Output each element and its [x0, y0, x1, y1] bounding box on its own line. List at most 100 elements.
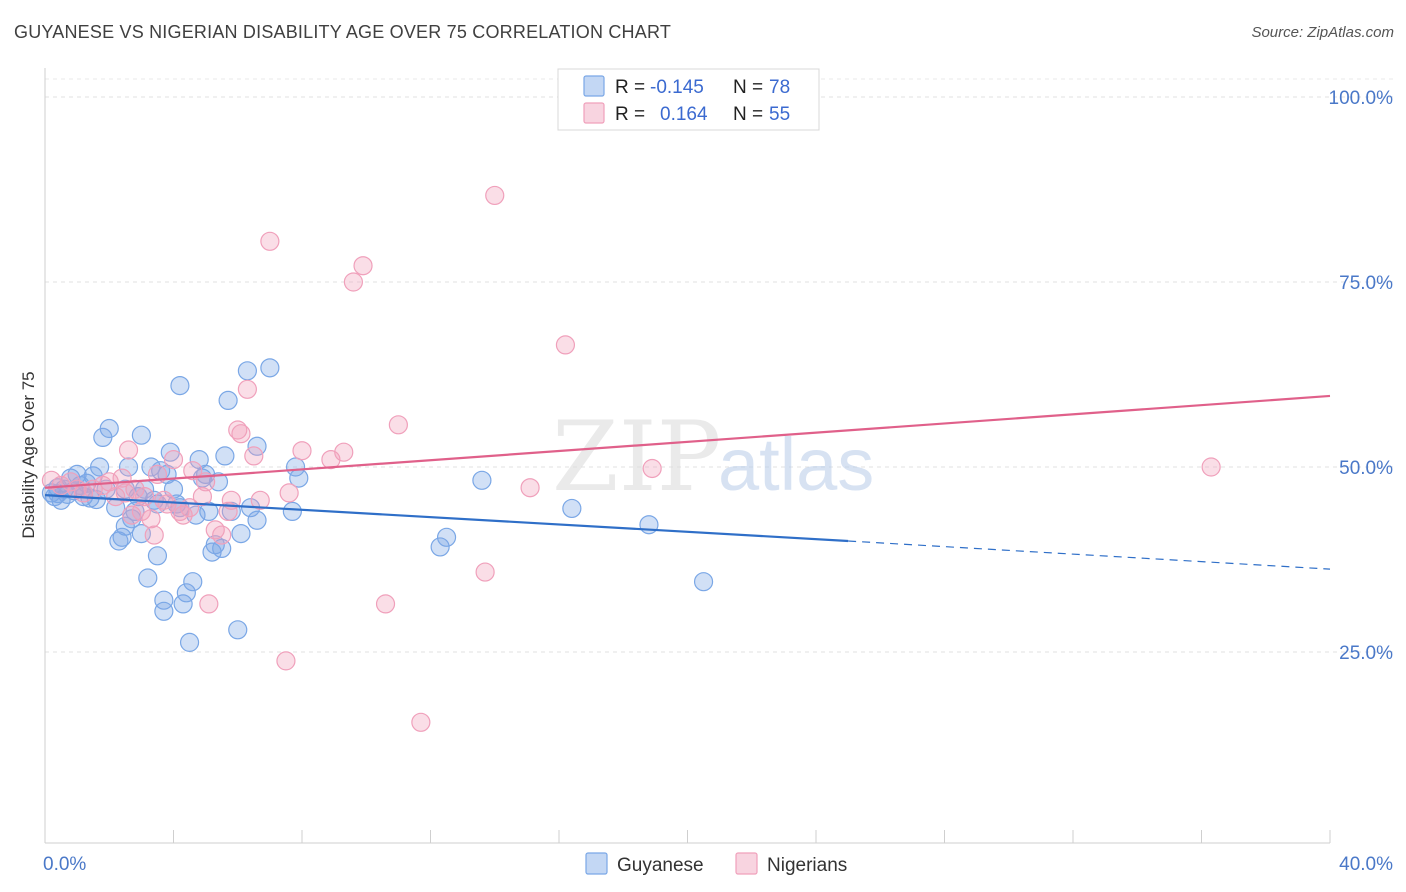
point-nigerians [353, 256, 373, 276]
point-guyanese [247, 510, 267, 530]
point-guyanese [125, 501, 145, 521]
tick-labels: 25.0% 50.0% 75.0% 100.0% 0.0% 40.0% [43, 88, 1393, 875]
legend-n-value-guyanese: 78 [769, 77, 790, 98]
point-guyanese [131, 425, 151, 445]
point-nigerians [231, 424, 251, 444]
point-nigerians [122, 505, 142, 525]
point-nigerians [106, 487, 126, 507]
point-guyanese [282, 501, 302, 521]
legend-swatch-nigerians [583, 102, 605, 124]
point-nigerians [131, 501, 151, 521]
point-nigerians [520, 478, 540, 498]
point-guyanese [173, 594, 193, 614]
point-nigerians [555, 335, 576, 355]
legend-n-label-nigerians: N = [733, 104, 763, 125]
point-guyanese [430, 537, 450, 557]
point-nigerians [244, 446, 264, 466]
point-guyanese [183, 572, 203, 592]
point-nigerians [411, 712, 431, 732]
y-tick-label-50: 50.0% [1339, 458, 1393, 479]
series-legend-swatch-nigerians [735, 852, 758, 875]
point-nigerians [183, 461, 203, 481]
point-nigerians [292, 441, 312, 461]
legend-r-value-guyanese: -0.145 [650, 77, 704, 98]
trend-line-guyanese [44, 494, 849, 543]
series-legend-label-guyanese: Guyanese [617, 855, 704, 876]
point-guyanese [237, 361, 257, 381]
legend-swatch-guyanese [583, 75, 605, 97]
point-nigerians [192, 487, 213, 507]
point-guyanese [112, 527, 132, 547]
point-nigerians [134, 487, 155, 507]
legend-r-label-guyanese: R = [615, 77, 645, 98]
watermark-atlas: atlas [718, 423, 874, 506]
point-nigerians [642, 458, 662, 479]
point-guyanese [231, 523, 251, 544]
legend-n-label-guyanese: N = [733, 77, 763, 98]
point-guyanese [472, 470, 492, 490]
chart-title: GUYANESE VS NIGERIAN DISABILITY AGE OVER… [14, 22, 672, 42]
point-nigerians [41, 470, 62, 490]
legend-n-value-nigerians: 55 [769, 104, 790, 125]
point-guyanese [147, 546, 168, 566]
point-nigerians [115, 483, 135, 503]
point-guyanese [138, 568, 158, 588]
point-guyanese [693, 572, 714, 592]
point-guyanese [176, 583, 196, 603]
point-guyanese [118, 457, 139, 477]
point-guyanese [154, 590, 174, 610]
point-nigerians [375, 594, 396, 614]
series-legend-label-nigerians: Nigerians [767, 855, 847, 876]
point-nigerians [228, 420, 248, 440]
point-guyanese [154, 601, 174, 621]
legend-r-label-nigerians: R = [615, 104, 645, 125]
point-guyanese [218, 390, 238, 410]
point-guyanese [285, 457, 306, 477]
trend-lines [44, 394, 1331, 570]
point-nigerians [250, 490, 270, 510]
y-tick-label-75: 75.0% [1339, 273, 1393, 294]
axes [44, 68, 1331, 844]
series-nigerians [41, 185, 1221, 732]
point-guyanese [260, 358, 280, 378]
legend-r-value-nigerians: 0.164 [660, 104, 708, 125]
point-guyanese [99, 418, 119, 439]
point-nigerians [163, 450, 184, 470]
source-label: Source: ZipAtlas.com [1251, 24, 1394, 41]
point-nigerians [260, 231, 280, 251]
point-nigerians [144, 525, 164, 545]
series-legend: Guyanese Nigerians [585, 852, 847, 876]
trend-line-extension-guyanese [848, 540, 1331, 570]
point-nigerians [1201, 457, 1221, 477]
point-guyanese [212, 538, 232, 559]
point-guyanese [90, 457, 110, 477]
point-guyanese [228, 620, 248, 640]
point-nigerians [388, 415, 408, 435]
x-tick-label-min: 0.0% [43, 854, 86, 875]
point-guyanese [115, 516, 135, 536]
point-nigerians [343, 272, 363, 292]
series-legend-swatch-guyanese [585, 852, 608, 875]
y-axis-title: Disability Age Over 75 [19, 371, 38, 538]
correlation-legend: R = -0.145 N = 78 R = 0.164 N = 55 [557, 68, 820, 131]
point-nigerians [237, 379, 257, 399]
point-guyanese [141, 457, 161, 477]
y-tick-label-100: 100.0% [1329, 88, 1394, 109]
point-guyanese [436, 527, 457, 547]
point-guyanese [179, 632, 200, 652]
point-guyanese [562, 498, 582, 519]
point-nigerians [141, 509, 161, 529]
point-nigerians [212, 525, 232, 545]
point-nigerians [485, 185, 505, 206]
point-nigerians [205, 520, 225, 540]
point-nigerians [334, 442, 354, 462]
point-guyanese [215, 446, 235, 466]
trend-line-nigerians [44, 394, 1331, 489]
y-tick-label-25: 25.0% [1339, 643, 1393, 664]
x-tick-label-max: 40.0% [1339, 854, 1393, 875]
point-nigerians [173, 505, 193, 525]
point-nigerians [279, 483, 299, 503]
watermark-zip: ZIP [552, 401, 721, 513]
point-nigerians [199, 594, 219, 614]
